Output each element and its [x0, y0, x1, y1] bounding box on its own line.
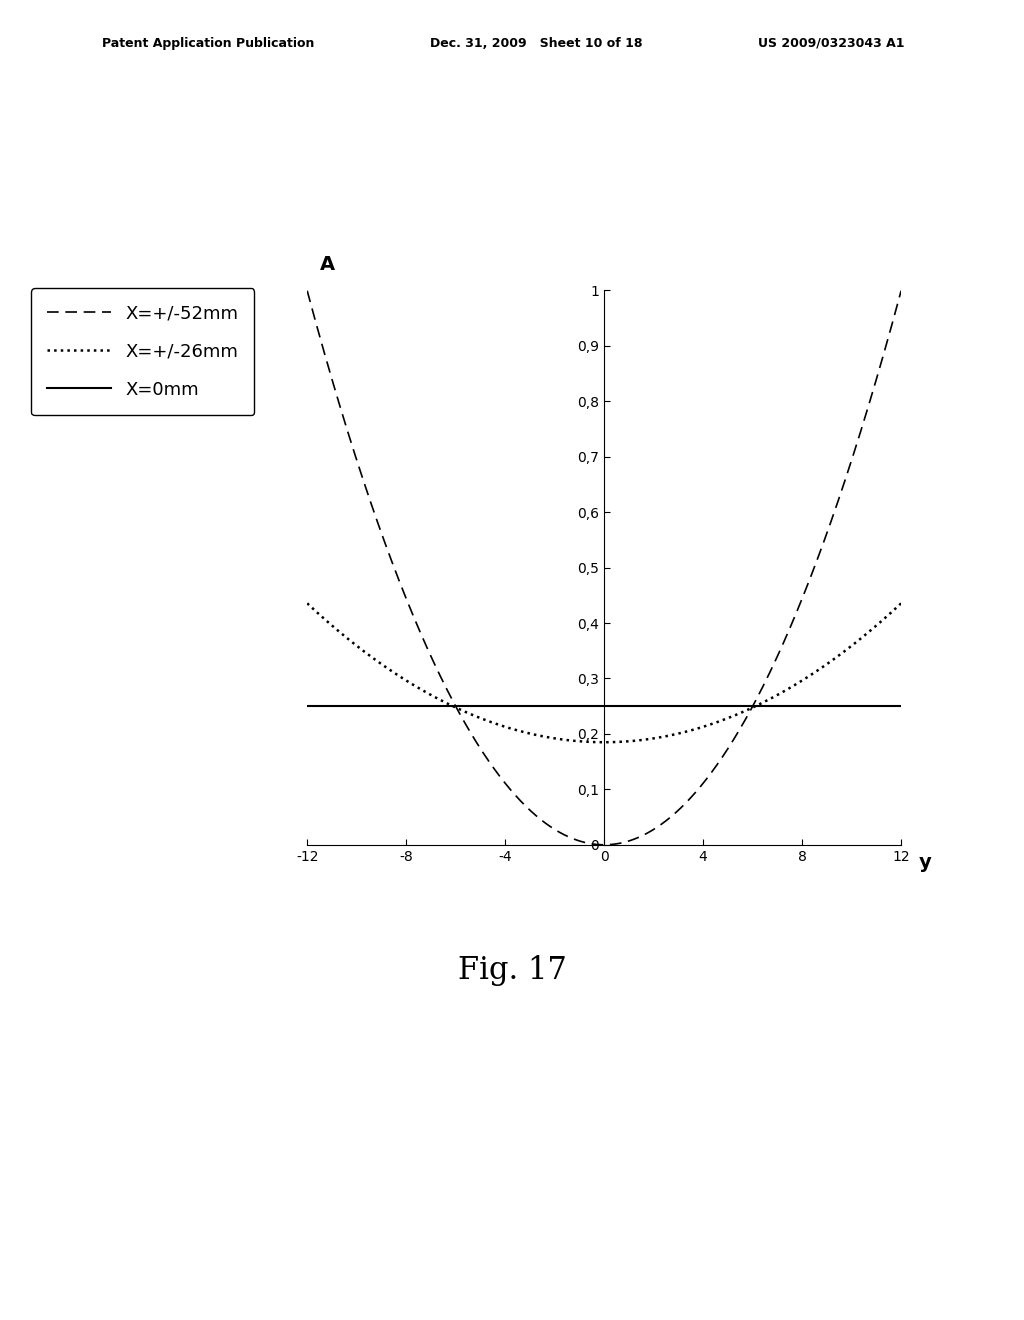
X=+/-52mm — [301, 282, 313, 298]
X=0mm — [562, 698, 574, 714]
X=+/-26mm — [562, 733, 574, 748]
X=+/-26mm — [895, 595, 907, 611]
X=+/-52mm — [542, 817, 554, 833]
X=0mm — [361, 698, 374, 714]
Line: X=+/-52mm: X=+/-52mm — [307, 290, 901, 845]
X=+/-26mm — [765, 690, 777, 706]
X=+/-52mm — [361, 486, 374, 502]
X=+/-26mm — [598, 734, 610, 750]
X=0mm — [764, 698, 776, 714]
Line: X=+/-26mm: X=+/-26mm — [307, 603, 901, 742]
X=+/-52mm — [895, 282, 907, 298]
X=+/-26mm — [710, 714, 722, 730]
Legend: X=+/-52mm, X=+/-26mm, X=0mm: X=+/-52mm, X=+/-26mm, X=0mm — [31, 288, 254, 416]
X=0mm — [775, 698, 787, 714]
X=0mm — [542, 698, 554, 714]
Text: Patent Application Publication: Patent Application Publication — [102, 37, 314, 50]
X=+/-52mm — [562, 829, 574, 845]
X=+/-52mm — [710, 759, 722, 775]
X=0mm — [301, 698, 313, 714]
X=+/-52mm — [598, 837, 610, 853]
X=0mm — [709, 698, 721, 714]
X=+/-52mm — [775, 639, 787, 655]
Text: Fig. 17: Fig. 17 — [458, 954, 566, 986]
X=+/-52mm — [765, 663, 777, 678]
X=+/-26mm — [361, 647, 374, 663]
Text: Dec. 31, 2009   Sheet 10 of 18: Dec. 31, 2009 Sheet 10 of 18 — [430, 37, 643, 50]
X=+/-26mm — [301, 595, 313, 611]
X=+/-26mm — [542, 729, 554, 744]
Text: US 2009/0323043 A1: US 2009/0323043 A1 — [758, 37, 904, 50]
X-axis label: y: y — [919, 853, 931, 873]
Text: A: A — [321, 255, 336, 273]
X=+/-26mm — [775, 685, 787, 701]
X=0mm — [895, 698, 907, 714]
